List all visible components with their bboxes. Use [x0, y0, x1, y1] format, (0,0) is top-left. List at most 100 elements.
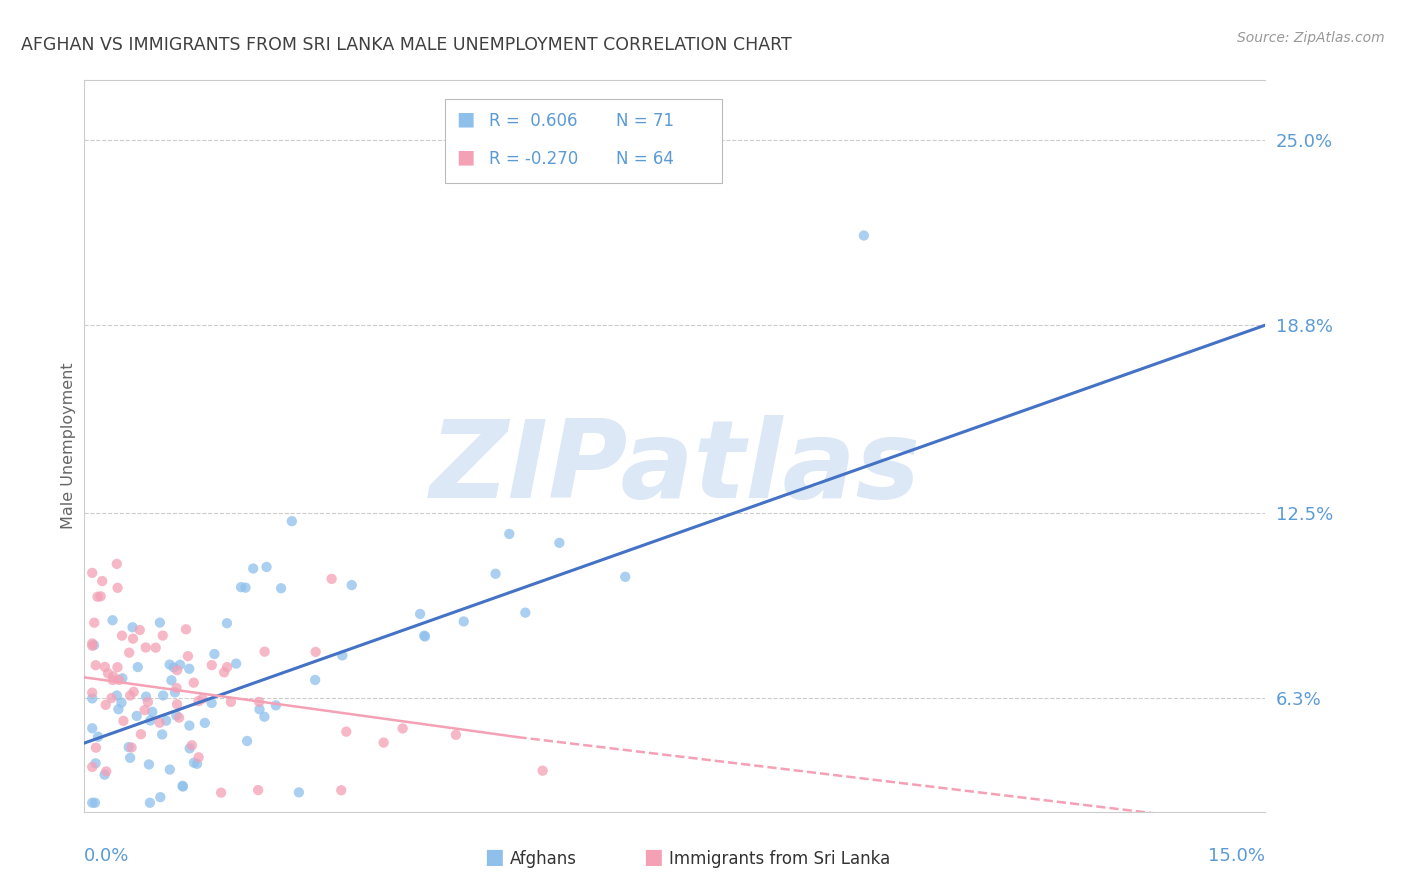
Point	[111, 629, 134, 643]
Text: ZIPatlas: ZIPatlas	[429, 415, 921, 521]
Text: 15.0%: 15.0%	[1208, 847, 1265, 865]
Point	[201, 658, 224, 673]
Text: R =  0.606: R = 0.606	[489, 112, 578, 129]
Point	[253, 710, 276, 724]
Point	[108, 673, 131, 687]
Point	[141, 705, 163, 719]
Point	[498, 527, 520, 541]
Point	[413, 630, 436, 644]
Point	[256, 560, 278, 574]
Point	[87, 730, 110, 744]
Point	[107, 660, 129, 674]
Point	[139, 714, 162, 728]
Point	[112, 714, 135, 728]
Point	[194, 715, 217, 730]
Point	[288, 785, 311, 799]
Point	[515, 606, 537, 620]
Point	[212, 665, 235, 680]
Point	[107, 702, 129, 716]
Point	[149, 715, 172, 730]
Point	[215, 660, 238, 674]
Point	[121, 740, 143, 755]
Point	[96, 764, 118, 779]
Point	[330, 648, 353, 663]
Point	[215, 616, 238, 631]
Point	[134, 703, 156, 717]
Point	[172, 780, 194, 794]
Point	[90, 589, 112, 603]
Point	[121, 620, 143, 634]
Point	[191, 691, 214, 706]
Point	[111, 671, 134, 685]
Point	[120, 689, 142, 703]
Point	[101, 673, 124, 687]
Point	[453, 615, 475, 629]
Point	[82, 760, 104, 774]
Point	[152, 689, 174, 703]
Point	[249, 702, 271, 716]
Point	[229, 580, 252, 594]
Point	[82, 686, 104, 700]
Point	[82, 639, 104, 653]
Point	[373, 735, 395, 749]
Point	[83, 638, 105, 652]
Point	[201, 696, 224, 710]
Point	[172, 779, 194, 793]
Point	[160, 673, 183, 688]
Point	[105, 557, 128, 571]
Point	[548, 536, 571, 550]
Point	[413, 629, 436, 643]
Point	[183, 756, 205, 770]
Point	[236, 734, 259, 748]
Point	[304, 673, 326, 687]
Point	[94, 660, 117, 674]
Point	[129, 727, 152, 741]
Point	[531, 764, 554, 778]
Point	[105, 689, 128, 703]
Point	[179, 662, 201, 676]
Point	[82, 691, 104, 706]
Point	[340, 578, 363, 592]
Point	[484, 566, 506, 581]
Point	[187, 694, 209, 708]
Point	[444, 728, 467, 742]
Point	[84, 756, 107, 771]
Point	[101, 613, 124, 627]
Point	[135, 690, 157, 704]
Point	[225, 657, 247, 671]
Point	[219, 695, 242, 709]
Point	[270, 581, 292, 595]
Point	[179, 718, 201, 732]
Point	[136, 695, 159, 709]
Point	[83, 615, 105, 630]
Text: ■: ■	[484, 847, 503, 867]
Point	[94, 698, 117, 712]
Point	[127, 660, 149, 674]
Text: N = 71: N = 71	[616, 112, 673, 129]
Point	[174, 622, 197, 636]
Point	[167, 711, 190, 725]
Point	[166, 697, 188, 711]
Point	[139, 796, 162, 810]
Point	[209, 786, 232, 800]
Point	[281, 514, 304, 528]
Point	[122, 632, 145, 646]
Point	[155, 714, 177, 728]
Point	[110, 696, 132, 710]
Point	[391, 722, 413, 736]
Point	[135, 640, 157, 655]
Point	[852, 228, 875, 243]
Text: 0.0%: 0.0%	[84, 847, 129, 865]
Point	[187, 750, 209, 764]
Point	[118, 646, 141, 660]
Point	[149, 615, 172, 630]
Point	[305, 645, 328, 659]
Point	[91, 574, 114, 588]
Point	[84, 796, 107, 810]
Point	[120, 751, 142, 765]
Point	[264, 698, 287, 713]
Point	[165, 708, 187, 723]
Point	[614, 570, 637, 584]
Point	[138, 757, 160, 772]
Y-axis label: Male Unemployment: Male Unemployment	[60, 363, 76, 529]
